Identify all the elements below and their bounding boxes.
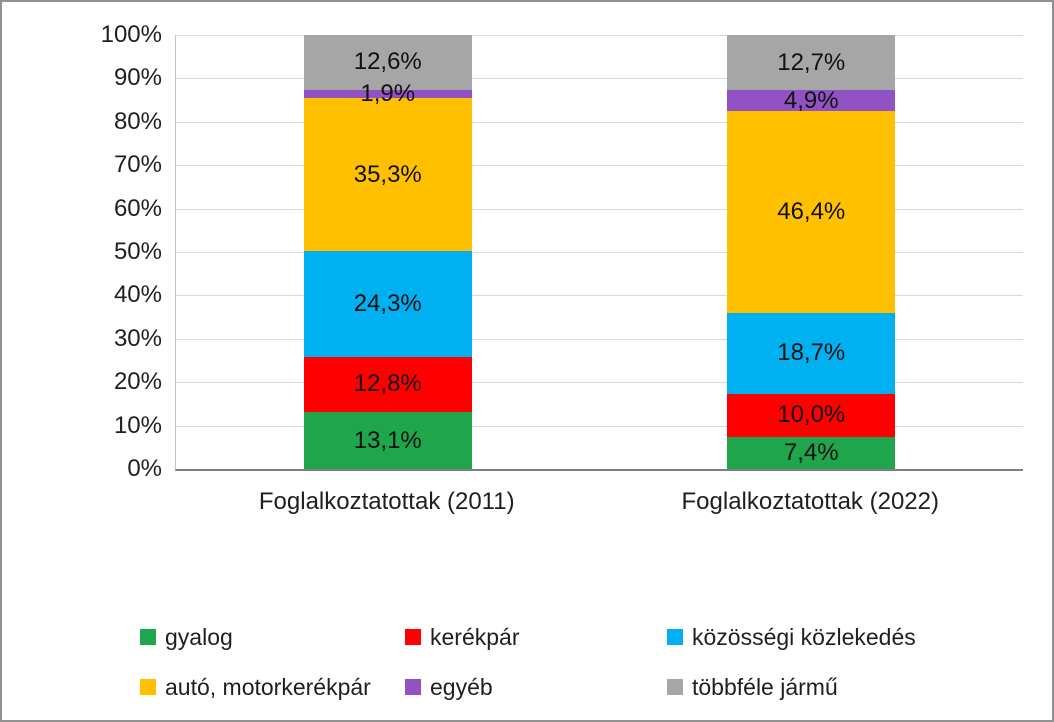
legend-label: autó, motorkerékpár [165,674,371,700]
y-axis-tick-90%: 90% [113,64,162,92]
gridline-20% [176,382,1023,384]
x-axis-label-2011: Foglalkoztatottak (2011) [258,488,515,515]
legend-item-egyéb: egyéb [405,674,493,700]
data-label-gyalog: 13,1% [353,426,422,454]
legend-item-kerékpár: kerékpár [405,624,519,650]
gridline-70% [176,165,1023,167]
bar-segment-gyalog: 13,1% [303,412,472,469]
y-axis-tick-0%: 0% [127,455,162,482]
gridline-30% [176,338,1023,340]
legend-label: egyéb [430,674,493,700]
bar-segment-kerékpár: 12,8% [303,356,472,413]
legend-label: kerékpár [430,624,520,650]
legend-swatch-icon [140,629,156,645]
legend-swatch-icon [667,629,683,645]
legend-swatch-icon [405,679,421,695]
data-label-gyalog: 7,4% [783,438,839,466]
y-axis-tick-20%: 20% [113,368,162,396]
bar-segment-gyalog: 7,4% [727,436,896,469]
bar-segment-kerékpár: 10,0% [727,393,896,437]
legend-label: közösségi közlekedés [692,624,916,650]
bar-segment-többféle jármű: 12,7% [727,35,896,91]
data-label-egyéb: 4,9% [783,86,839,114]
bar-segment-autó, motorkerékpár: 35,3% [303,97,472,252]
bar-Foglalkoztatottak (2022): 7,4% 10,0% 18,7% 46,4% 4,9% 12,7% [727,35,896,469]
gridline-40% [176,295,1023,297]
bar-Foglalkoztatottak (2011): 13,1% 12,8% 24,3% 35,3% 1,9% 12,6% [303,35,472,469]
gridline-100% [176,35,1023,36]
bar-segment-közösségi közlekedés: 18,7% [727,312,896,394]
plot-area: 13,1% 12,8% 24,3% 35,3% 1,9% 12,6% 7,4% 10,0% 18… [175,35,1023,471]
legend-swatch-icon [405,629,421,645]
data-label-közösségi közlekedés: 24,3% [353,289,422,317]
y-axis-tick-10%: 10% [113,411,162,439]
y-axis-tick-70%: 70% [113,151,162,179]
gridline-80% [176,121,1023,123]
bar-segment-egyéb: 4,9% [727,86,896,114]
y-axis-tick-30%: 30% [113,324,162,352]
legend-item-közösségi közlekedés: közösségi közlekedés [667,624,916,650]
data-label-közösségi közlekedés: 18,7% [777,339,846,367]
gridline-90% [176,78,1023,80]
y-axis-tick-60%: 60% [113,194,162,222]
x-axis: Foglalkoztatottak (2011) Foglalkoztatott… [175,486,1022,522]
legend-item-többféle jármű: többféle jármű [667,674,838,700]
data-label-többféle jármű: 12,6% [353,48,422,76]
legend-item-gyalog: gyalog [140,624,233,650]
data-label-kerékpár: 12,8% [353,370,422,398]
y-axis-tick-40%: 40% [113,281,162,309]
data-label-többféle jármű: 12,7% [777,48,846,76]
y-axis-tick-100%: 100% [100,21,162,48]
gridline-60% [176,208,1023,210]
data-label-autó, motorkerékpár: 46,4% [777,197,846,225]
y-axis-tick-80%: 80% [113,107,162,135]
legend-label: többféle jármű [692,674,838,700]
legend-swatch-icon [667,679,683,695]
legend-item-autó, motorkerékpár: autó, motorkerékpár [140,674,371,700]
legend-label: gyalog [165,624,233,650]
bar-segment-közösségi közlekedés: 24,3% [303,251,472,357]
gridline-50% [176,252,1023,253]
bar-segment-többféle jármű: 12,6% [303,35,472,90]
y-axis-tick-50%: 50% [113,238,162,265]
bar-segment-autó, motorkerékpár: 46,4% [727,111,896,313]
data-label-kerékpár: 10,0% [777,401,846,429]
data-label-autó, motorkerékpár: 35,3% [353,160,422,188]
legend-swatch-icon [140,679,156,695]
gridline-10% [176,425,1023,427]
bar-segment-egyéb: 1,9% [303,80,472,106]
x-axis-label-2022: Foglalkoztatottak (2022) [681,488,939,515]
